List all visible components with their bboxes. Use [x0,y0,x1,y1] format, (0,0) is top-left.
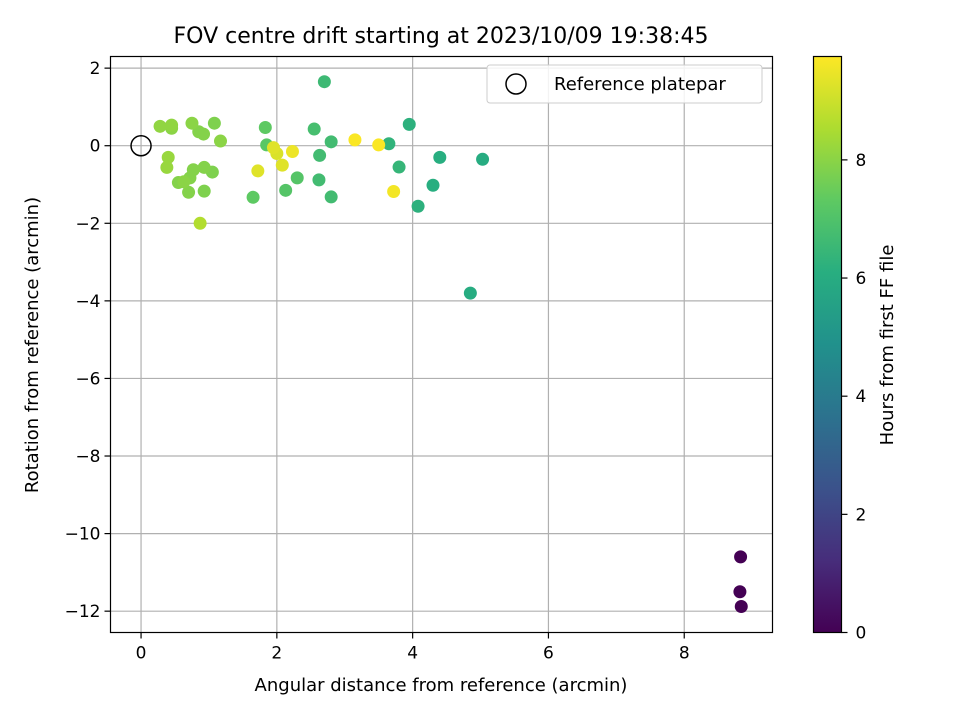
data-point [307,122,321,136]
x-axis: 0 2 4 6 8 [136,632,690,664]
colorbar-tick-label: 8 [856,151,867,171]
data-point [734,600,748,614]
colorbar-label: Hours from first FF file [877,245,898,446]
data-point [165,118,179,132]
data-point [251,164,265,178]
data-point [246,190,260,204]
colorbar-ticks: 0 2 4 6 8 [841,151,867,644]
data-point [433,150,447,164]
y-tick-label: −2 [75,214,100,234]
data-point [387,184,401,198]
data-point [160,160,174,174]
data-point [426,178,440,192]
data-point [197,184,211,198]
data-point [348,133,362,147]
y-axis: 2 0 −2 −4 −6 −8 −10 −12 [65,59,111,622]
grid [110,56,773,633]
y-tick-label: 0 [90,137,101,157]
data-point [153,119,167,133]
colorbar-gradient [812,55,843,634]
chart-title: FOV centre drift starting at 2023/10/09 … [174,24,709,49]
data-point [258,120,272,134]
x-axis-label: Angular distance from reference (arcmin) [255,675,628,696]
x-tick-label: 4 [407,644,418,664]
colorbar-tick-label: 2 [856,505,867,525]
data-point [285,145,299,159]
x-tick-label: 2 [271,644,282,664]
data-point [392,160,406,174]
data-point [733,585,747,599]
data-point [317,75,331,89]
data-point [476,152,490,166]
data-point [290,171,304,185]
data-point [324,190,338,204]
y-tick-label: 2 [90,59,101,79]
y-axis-label: Rotation from reference (arcmin) [22,197,43,493]
data-point [185,116,199,130]
data-point [313,148,327,162]
data-point [213,134,227,148]
data-point [372,138,386,152]
colorbar: 0 2 4 6 8 Hours from first FF file [812,55,898,644]
legend-marker-reference [505,73,527,95]
data-point [197,160,211,174]
legend-label-reference: Reference platepar [554,74,726,95]
x-tick-label: 6 [543,644,554,664]
y-tick-label: −12 [65,602,101,622]
x-tick-label: 0 [136,644,147,664]
y-tick-label: −6 [75,369,100,389]
data-point [382,137,396,151]
colorbar-tick-label: 0 [856,624,867,644]
data-point [207,116,221,130]
data-point [411,199,425,213]
data-point [324,135,338,149]
legend-box [486,64,763,104]
y-tick-label: −8 [75,447,100,467]
colorbar-tick-label: 6 [856,269,867,289]
y-tick-label: −10 [65,525,101,545]
reference-platepar-marker [130,134,152,157]
data-point [279,183,293,197]
data-point [402,117,416,131]
data-point [193,216,207,230]
data-point [161,150,175,164]
colorbar-tick-label: 4 [856,387,867,407]
legend: Reference platepar [486,64,763,104]
data-point [312,173,326,187]
data-point [266,141,280,155]
data-point [177,175,191,189]
plot-frame [109,55,774,634]
data-point [463,286,477,300]
data-point [182,185,196,199]
data-point [275,158,289,172]
scatter-points [130,75,748,614]
data-point [734,550,748,564]
y-tick-label: −4 [75,292,100,312]
x-tick-label: 8 [679,644,690,664]
